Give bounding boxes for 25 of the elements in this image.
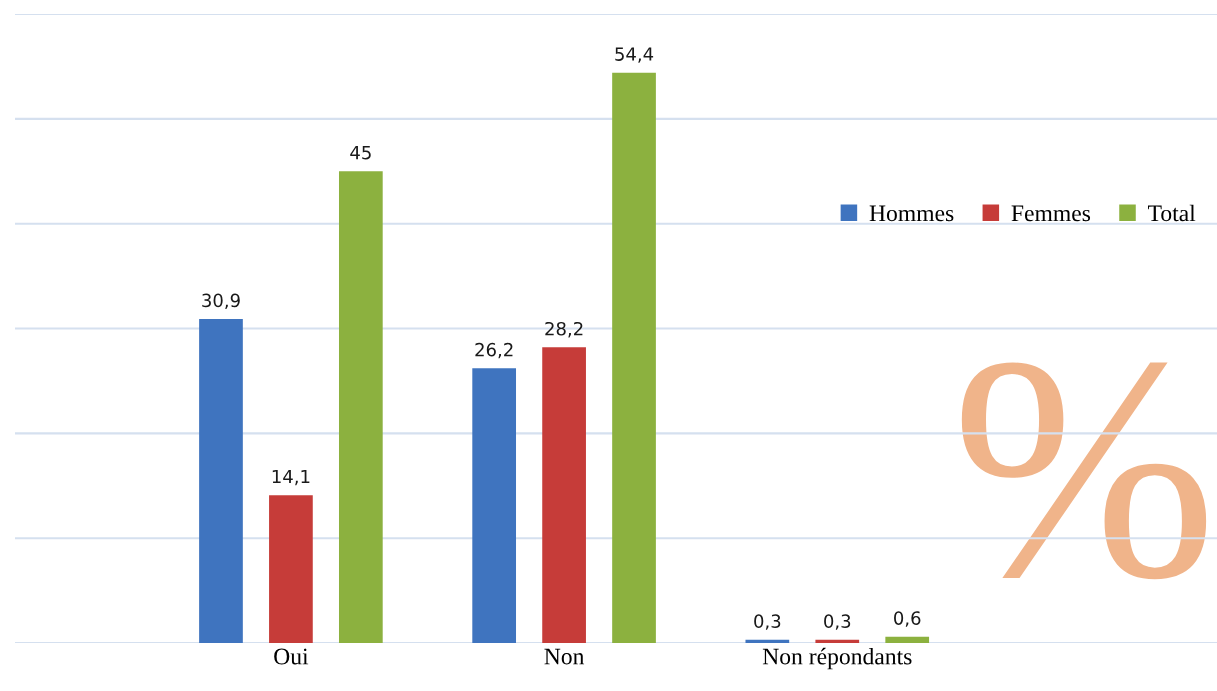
legend-label: Hommes — [869, 205, 954, 222]
x-tick-label: Non répondants — [762, 647, 912, 670]
bar — [199, 319, 243, 643]
bar — [612, 72, 656, 643]
data-label: 45 — [350, 146, 371, 160]
legend-label: Total — [1148, 204, 1196, 222]
annotation: % — [961, 362, 1207, 580]
bar — [338, 171, 383, 643]
data-label: 54,4 — [615, 47, 654, 63]
data-label: 0,3 — [754, 614, 781, 630]
bar — [745, 639, 790, 643]
legend-label: Femmes — [1011, 205, 1091, 222]
data-label: 30,9 — [202, 293, 240, 310]
data-label: 26,2 — [475, 342, 513, 359]
bar — [815, 639, 860, 643]
data-label: 0,3 — [824, 614, 851, 630]
bar — [269, 495, 313, 643]
bar — [885, 636, 930, 643]
data-label: 0,6 — [894, 611, 921, 627]
data-label: 28,2 — [545, 321, 583, 338]
bar — [472, 368, 517, 643]
x-tick-label: Non — [544, 648, 585, 665]
data-label: 14,1 — [272, 469, 310, 486]
x-tick-label: Oui — [274, 648, 309, 665]
bar — [542, 347, 586, 643]
